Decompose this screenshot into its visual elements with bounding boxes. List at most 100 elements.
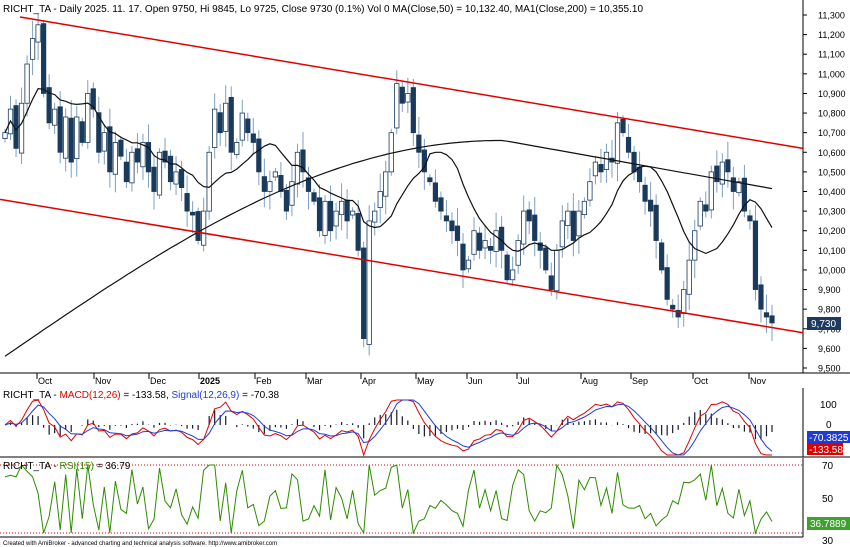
candle-body xyxy=(675,309,681,318)
price-x-tick-label: May xyxy=(417,376,435,386)
candle-body xyxy=(504,254,510,281)
price-candles xyxy=(2,13,775,356)
candle-body xyxy=(162,150,168,163)
candle-body xyxy=(327,200,334,232)
macd-tick-0: 0 xyxy=(826,420,832,431)
rsi-tick-70: 70 xyxy=(822,461,834,472)
candle-body xyxy=(642,184,648,202)
candle-body xyxy=(112,142,118,175)
candle-body xyxy=(289,181,295,206)
candle-body xyxy=(681,289,687,314)
last-close-label: 9,730 xyxy=(811,319,836,330)
candle-body xyxy=(156,151,163,196)
candle-body xyxy=(52,108,58,126)
price-y-tick-label: 10,900 xyxy=(818,89,846,99)
candle-body xyxy=(361,247,367,339)
price-x-tick-label: Feb xyxy=(256,376,272,386)
price-header: RICHT_TA - Daily 2025. 11. 17. Open 9750… xyxy=(3,4,643,15)
candle-body xyxy=(118,139,124,157)
candle-body xyxy=(394,83,400,129)
candle-body xyxy=(631,151,637,173)
price-y-tick-label: 10,200 xyxy=(818,226,846,236)
candle-body xyxy=(145,142,152,173)
candle-body xyxy=(465,259,472,270)
candle-body xyxy=(278,175,284,192)
candle-body xyxy=(515,240,521,266)
last-close-badge xyxy=(807,317,841,330)
candle-body xyxy=(747,215,753,222)
candle-body xyxy=(256,138,262,173)
candle-body xyxy=(239,112,245,141)
price-x-tick-label: Apr xyxy=(362,376,376,386)
candle-body xyxy=(272,171,278,178)
ma50-line xyxy=(4,88,773,255)
candle-body xyxy=(554,249,560,292)
candle-body xyxy=(636,166,643,183)
candle-body xyxy=(416,134,422,153)
candle-body xyxy=(217,112,223,134)
candle-body xyxy=(714,165,720,183)
price-panel: 11,300 11,200 11,100 11,000 10,900 10,800 10,7… xyxy=(0,0,850,386)
candle-body xyxy=(223,102,229,132)
candle-body xyxy=(625,136,632,153)
rsi-tick-30: 30 xyxy=(822,536,834,547)
candle-body xyxy=(305,177,312,192)
candle-body xyxy=(63,116,69,159)
footer-credit: Created with AmiBroker - advanced charti… xyxy=(3,541,277,547)
macd-label: MACD(12,26) xyxy=(59,390,120,401)
price-y-tick-label: 9,900 xyxy=(818,285,841,295)
candle-body xyxy=(234,142,240,156)
candle-body xyxy=(653,204,659,241)
candle-body xyxy=(35,24,41,43)
candle-body xyxy=(454,225,461,241)
candle-body xyxy=(405,93,411,103)
price-y-tick-label: 11,000 xyxy=(818,69,845,79)
candle-body xyxy=(184,193,190,212)
signal-last-badge xyxy=(807,431,850,443)
candle-body xyxy=(449,220,455,232)
price-x-tick-label: Jul xyxy=(518,376,530,386)
candle-body xyxy=(559,220,565,248)
candle-body xyxy=(730,177,736,192)
candle-body xyxy=(167,155,174,183)
candle-body xyxy=(725,159,731,173)
candle-body xyxy=(134,148,141,163)
candle-body xyxy=(708,171,714,211)
price-y-tick-label: 9,800 xyxy=(818,305,841,315)
price-x-tick-label: Dec xyxy=(150,376,167,386)
candle-body xyxy=(410,87,416,134)
price-y-tick-label: 10,400 xyxy=(818,187,846,197)
candle-body xyxy=(68,117,74,163)
candle-body xyxy=(570,210,576,241)
price-y-tick-label: 10,600 xyxy=(818,148,846,158)
price-x-tick-label: Jun xyxy=(468,376,483,386)
candle-body xyxy=(614,122,621,164)
candle-body xyxy=(338,200,345,216)
candle-body xyxy=(719,161,725,185)
candle-body xyxy=(537,242,543,251)
candle-body xyxy=(763,312,770,318)
candle-body xyxy=(267,181,273,192)
price-x-tick-label: Aug xyxy=(582,376,598,386)
candle-body xyxy=(212,108,218,148)
macd-last-badge xyxy=(807,443,843,455)
candle-body xyxy=(487,246,494,251)
candle-body xyxy=(427,177,433,183)
price-y-tick-label: 10,000 xyxy=(818,265,846,275)
candle-body xyxy=(476,232,483,251)
price-y-tick-label: 10,800 xyxy=(818,109,846,119)
price-plot-bg xyxy=(0,0,803,373)
macd-line xyxy=(4,399,772,457)
candle-body xyxy=(355,213,361,251)
price-x-tick-label: 2025 xyxy=(200,376,220,386)
candle-body xyxy=(46,87,52,124)
candle-body xyxy=(752,220,759,290)
channel-upper-line xyxy=(19,16,804,150)
candle-body xyxy=(261,176,267,192)
price-y-tick-label: 9,600 xyxy=(818,344,841,354)
candle-body xyxy=(703,204,709,212)
candle-body xyxy=(173,171,179,185)
signal-label: Signal(12,26,9) xyxy=(172,390,240,401)
rsi-tick-50: 50 xyxy=(822,494,834,505)
candle-body xyxy=(195,211,201,241)
